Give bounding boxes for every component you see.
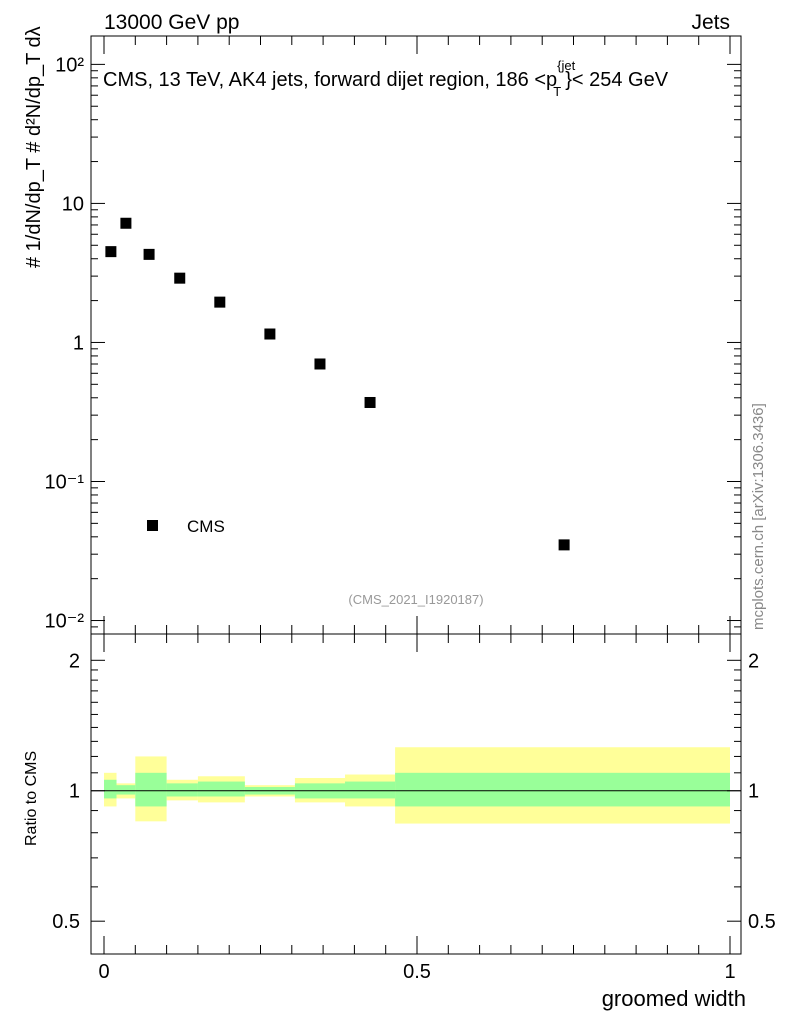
y-axis-label-ratio: Ratio to CMS	[23, 751, 40, 846]
ratio-y-tick-label-right-0: 0.5	[748, 911, 776, 933]
ratio-y-tick-label-right-2: 2	[748, 650, 759, 672]
chart-title: CMS, 13 TeV, AK4 jets, forward dijet reg…	[103, 58, 669, 99]
data-point-2	[143, 248, 155, 260]
ratio-band-68-3	[166, 783, 198, 797]
ratio-bands	[104, 747, 730, 824]
data-points	[105, 217, 570, 551]
x-ticks: 0 0.5 1	[98, 36, 736, 983]
ratio-y-tick-label-left-1: 1	[69, 781, 80, 803]
data-point-0	[105, 246, 117, 258]
x-tick-label-2: 1	[724, 961, 735, 983]
x-tick-label-0: 0	[98, 961, 109, 983]
data-point-4	[214, 296, 226, 308]
main-y-tick-label-1: 10⁻¹	[45, 471, 85, 493]
data-point-1	[120, 217, 132, 229]
legend-label: CMS	[187, 517, 225, 536]
chart-title-sub: T	[553, 84, 561, 99]
x-axis-label: groomed width	[602, 986, 746, 1011]
main-y-tick-label-0: 10⁻²	[45, 611, 85, 633]
main-y-ticks: 10⁻² 10⁻¹ 1 10 10²	[45, 54, 741, 635]
ratio-band-68-7	[345, 781, 396, 799]
ratio-plot-frame	[90, 633, 742, 955]
category-label: Jets	[691, 11, 730, 34]
main-plot-frame	[90, 35, 742, 635]
ratio-band-68-1	[116, 785, 136, 795]
y-axis-label-main: # 1/dN/dp_T # d²N/dp_T dλ	[23, 26, 45, 268]
chart-title-main: CMS, 13 TeV, AK4 jets, forward dijet reg…	[103, 69, 557, 91]
ratio-band-68-0	[104, 779, 117, 799]
ratio-y-ticks: 0.5 0.5 1 1 2 2	[52, 650, 776, 933]
energy-label: 13000 GeV pp	[104, 11, 239, 34]
watermark: mcplots.cern.ch [arXiv:1306.3436]	[750, 403, 767, 630]
y-axis-label-main-text: # 1/dN/dp_T # d²N/dp_T dλ	[23, 26, 45, 268]
ratio-y-tick-label-left-0: 0.5	[52, 911, 80, 933]
main-y-tick-label-2: 1	[73, 332, 84, 354]
data-point-8	[558, 539, 570, 551]
main-y-tick-label-3: 10	[62, 193, 84, 215]
main-y-tick-label-4: 10²	[55, 54, 84, 76]
legend-marker	[147, 520, 158, 531]
analysis-id: (CMS_2021_I1920187)	[348, 592, 483, 607]
x-tick-label-1: 0.5	[403, 961, 431, 983]
ratio-y-tick-label-right-1: 1	[748, 781, 759, 803]
data-point-3	[174, 272, 186, 284]
ratio-y-tick-label-left-2: 2	[69, 650, 80, 672]
chart-title-suffix: }< 254 GeV	[565, 69, 669, 91]
chart-title-sup: {jet	[557, 58, 575, 73]
data-point-5	[264, 328, 276, 340]
ratio-band-68-8	[395, 772, 730, 807]
ratio-band-68-2	[135, 772, 167, 807]
data-point-7	[364, 396, 376, 408]
ratio-band-68-4	[197, 781, 245, 797]
data-point-6	[314, 358, 326, 370]
